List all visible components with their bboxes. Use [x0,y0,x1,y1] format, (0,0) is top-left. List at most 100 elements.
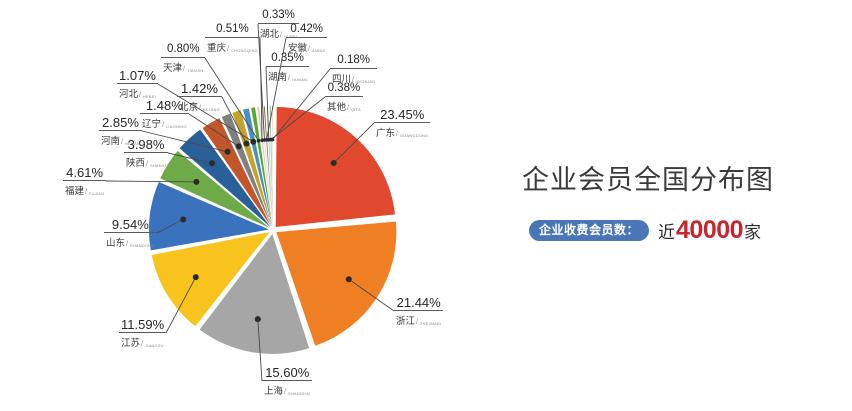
pie-slice [243,108,273,227]
callout-separator: / [416,319,418,326]
pie-callout-label: 23.45% 广东/GUANGDONG [374,108,431,140]
callout-name-row: 陕西/SHANXI [124,153,168,170]
callout-leader-line [141,130,228,153]
callout-percent: 0.18% [330,54,378,69]
callout-leader-line [266,37,287,140]
callout-anchor-dot [345,276,352,283]
info-panel: 企业会员全国分布图 企业收费会员数： 近 40000 家 [500,0,852,411]
callout-province-name: 广东 [376,128,396,139]
pie-chart-area: 23.45% 广东/GUANGDONG 21.44% 浙江/ZHEJIANG 15.60… [63,9,444,398]
callout-anchor-dot [254,316,261,323]
callout-leader-line [157,83,254,143]
callout-anchor-dot [256,139,261,143]
callout-province-name: 江苏 [121,338,141,349]
callout-anchor-dot [192,274,199,281]
callout-percent: 4.61% [63,166,107,181]
callout-province-name: 陕西 [126,158,146,169]
pie-slice [275,107,396,228]
callout-province-name: 四川 [332,73,352,85]
callout-percent: 11.59% [119,317,167,333]
callout-province-name: 福建 [65,186,85,197]
pie-slice [257,106,273,227]
pie-callout-label: 0.38% 其他/QITA [325,82,363,114]
callout-separator: / [352,76,354,84]
callout-province-pinyin: HUNAN [291,76,308,82]
callout-separator: / [308,45,310,53]
callout-name-row: 浙江/ZHEJIANG [394,311,443,328]
callout-percent: 0.42% [286,23,328,38]
pie-callout-label: 1.42% 北京/BEIJING [177,82,222,114]
callout-percent: 3.98% [124,138,169,153]
callout-province-pinyin: HEBEI [142,94,156,99]
callout-province-pinyin: SHANDONG [129,243,155,248]
callout-percent: 9.54% [104,218,157,233]
callout-province-name: 北京 [179,102,199,113]
callout-leader-line [257,319,263,382]
callout-province-pinyin: ANHUI [311,47,326,53]
pie-callout-label: 3.98% 陕西/SHANXI [124,138,169,170]
callout-leader-line [188,113,239,147]
callout-separator: / [347,104,349,112]
callout-province-name: 湖南 [268,71,288,83]
pie-callout-label: 9.54% 山东/SHANDONG [104,218,157,250]
callout-name-row: 福建/FUJIAN [63,181,106,198]
callout-province-name: 山东 [106,238,126,249]
callout-percent: 15.60% [262,366,313,381]
callout-separator: / [85,189,87,196]
callout-anchor-dot [224,148,231,155]
pie-slice [151,232,270,327]
callout-leader-line [165,276,197,334]
callout-province-pinyin: JIANGSU [144,343,164,348]
callout-name-row: 广东/GUANGDONG [374,123,430,140]
callout-separator: / [139,92,141,99]
callout-name-row: 湖北/HUBEI [258,24,299,41]
callout-province-name: 辽宁 [142,119,162,130]
pie-slice [276,221,397,346]
page-title: 企业会员全国分布图 [522,165,774,196]
callout-leader-line [257,23,265,141]
callout-province-pinyin: HENAN [124,141,140,146]
callout-leader-line [333,122,375,164]
pie-chart-svg [105,23,397,382]
member-count-row: 企业收费会员数： 近 40000 家 [529,216,761,245]
callout-anchor-dot [270,137,275,142]
callout-leader-line [221,96,247,144]
callout-name-row: 上海/SHANGHAI [262,381,312,398]
callout-province-pinyin: LIAONING [165,124,187,129]
pie-callout-label: 0.51% 重庆/CHONGQING [205,23,260,55]
callout-province-name: 河南 [101,136,121,147]
callout-leader-line [259,37,263,141]
callout-anchor-dot [330,160,337,166]
callout-name-row: 天津/TIANJIN [161,58,205,75]
callout-name-row: 北京/BEIJING [177,97,222,114]
value-prefix: 近 [658,223,676,243]
callout-percent: 0.51% [205,23,260,38]
callout-province-name: 湖北 [260,28,280,40]
callout-province-name: 安徽 [288,42,308,54]
callout-separator: / [121,139,123,146]
callout-name-row: 四川/SICHUAN [330,69,377,86]
callout-leader-line [270,96,326,140]
callout-name-row: 江苏/JIANGSU [119,333,166,350]
callout-separator: / [284,389,286,396]
callout-separator: / [126,241,128,248]
callout-name-row: 重庆/CHONGQING [205,38,260,55]
callout-percent: 23.45% [374,108,431,123]
callout-leader-line [105,180,197,183]
callout-anchor-dot [250,138,257,145]
callout-name-row: 其他/QITA [325,97,363,114]
callout-percent: 0.35% [266,52,310,67]
callout-leader-line [204,57,259,142]
pie-slice [199,233,310,354]
pie-callout-label: 0.33% 湖北/HUBEI [258,9,300,41]
pie-slice [179,129,271,228]
pie-callout-label: 11.59% 江苏/JIANGSU [119,317,167,350]
callout-percent: 21.44% [394,296,444,311]
callout-percent: 1.48% [140,99,189,114]
member-count-value: 近 40000 家 [658,216,761,245]
callout-province-pinyin: BEIJING [202,107,220,112]
callout-province-name: 天津 [163,62,183,74]
callout-leader-line [167,152,213,164]
callout-province-name: 浙江 [396,316,416,327]
callout-leader-line [348,278,395,312]
